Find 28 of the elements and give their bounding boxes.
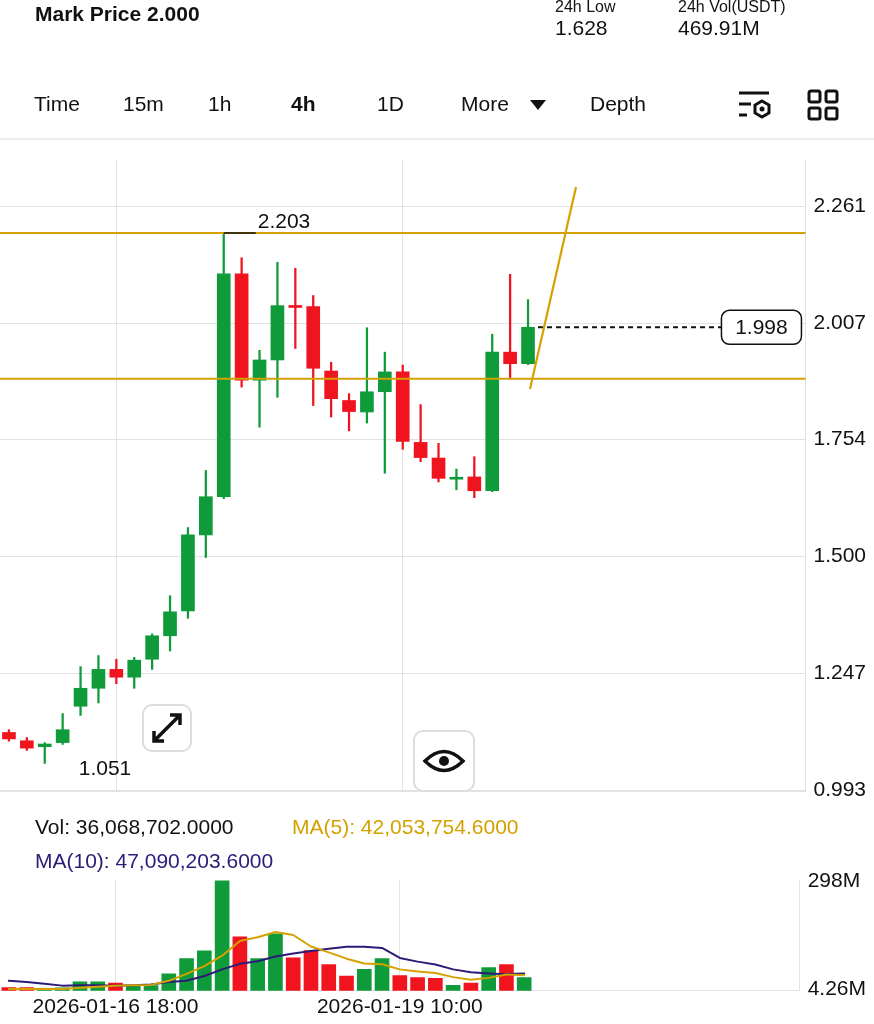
text: MA(5): 42,053,754.6000 — [292, 814, 519, 838]
y-tick-label: 2.007 — [813, 309, 867, 333]
annotation: 2.203 — [257, 208, 311, 232]
y-tick-label: 1.500 — [813, 543, 867, 567]
annotation: 1.051 — [78, 756, 132, 780]
y-tick-label: 298M — [807, 867, 861, 891]
text: MA(10): 47,090,203.6000 — [35, 848, 274, 872]
x-tick-label: 2026-01-19 10:00 — [316, 994, 483, 1018]
text: 24h Low — [555, 0, 616, 16]
text: 15m — [123, 92, 164, 116]
text: 1.628 — [555, 16, 608, 40]
y-tick-label: 1.754 — [813, 426, 867, 450]
text: 4h — [291, 92, 316, 116]
text: Time — [34, 92, 80, 116]
y-tick-label: 2.261 — [813, 192, 867, 216]
y-tick-label: 1.247 — [813, 659, 867, 683]
text: Mark Price 2.000 — [35, 2, 200, 26]
text: 24h Vol(USDT) — [678, 0, 786, 16]
text: More — [461, 92, 509, 116]
text: 1D — [377, 92, 404, 116]
ref-line-label: 1.998 — [735, 315, 788, 339]
x-tick-label: 2026-01-16 18:00 — [32, 994, 199, 1018]
text: Depth — [590, 92, 647, 116]
y-tick-label: 4.26M — [807, 976, 867, 1000]
text: Vol: 36,068,702.0000 — [35, 814, 234, 838]
text: 1h — [208, 92, 232, 116]
y-tick-label: 0.993 — [813, 776, 867, 800]
text: 469.91M — [678, 16, 760, 40]
